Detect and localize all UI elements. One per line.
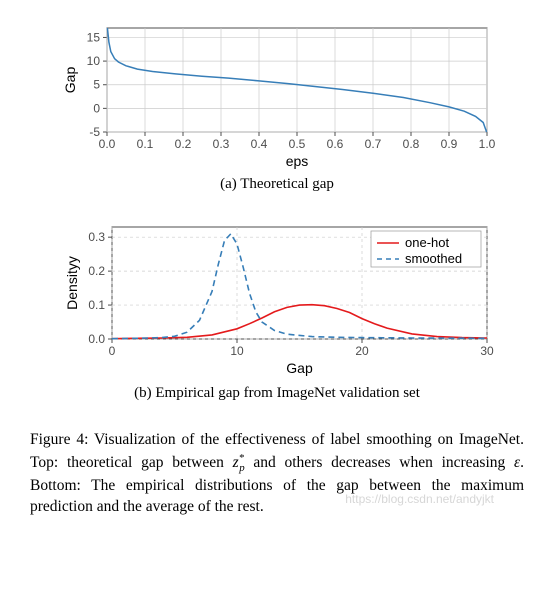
svg-text:0.3: 0.3: [88, 230, 105, 244]
svg-text:0.6: 0.6: [327, 137, 344, 151]
svg-text:0.7: 0.7: [365, 137, 382, 151]
svg-text:smoothed: smoothed: [405, 251, 462, 266]
caption-body-2: and others decreases when increasing: [245, 454, 514, 471]
caption-prefix: Figure 4:: [30, 431, 88, 448]
chart-b-svg: 0.0 0.1 0.2 0.3 0 10 20 30 Gap Densityy one-hotsmo…: [57, 219, 497, 379]
chart-b-wrap: 0.0 0.1 0.2 0.3 0 10 20 30 Gap Densityy one-hotsmo…: [30, 219, 524, 420]
chart-a-wrap: -50510150.00.10.20.30.40.50.60.70.80.91.…: [30, 20, 524, 211]
svg-text:0.0: 0.0: [88, 332, 105, 346]
svg-text:0.5: 0.5: [289, 137, 306, 151]
svg-text:Gap: Gap: [286, 360, 313, 376]
svg-text:0.8: 0.8: [403, 137, 420, 151]
chart-b-subcaption: (b) Empirical gap from ImageNet validati…: [134, 385, 420, 402]
svg-text:20: 20: [355, 344, 369, 358]
svg-text:0.2: 0.2: [175, 137, 192, 151]
chart-a-svg: -50510150.00.10.20.30.40.50.60.70.80.91.…: [57, 20, 497, 170]
svg-text:0.1: 0.1: [137, 137, 154, 151]
svg-text:0.1: 0.1: [88, 298, 105, 312]
svg-text:0: 0: [109, 344, 116, 358]
svg-text:0.0: 0.0: [99, 137, 116, 151]
svg-text:15: 15: [87, 30, 101, 44]
svg-text:one-hot: one-hot: [405, 235, 449, 250]
svg-text:10: 10: [87, 54, 101, 68]
svg-text:5: 5: [93, 78, 100, 92]
svg-text:0: 0: [93, 101, 100, 115]
svg-text:0.4: 0.4: [251, 137, 268, 151]
svg-text:Densityy: Densityy: [64, 256, 80, 310]
svg-text:10: 10: [230, 344, 244, 358]
svg-text:0.2: 0.2: [88, 264, 105, 278]
chart-a-subcaption: (a) Theoretical gap: [220, 176, 334, 193]
svg-text:Gap: Gap: [62, 67, 78, 94]
svg-text:30: 30: [480, 344, 494, 358]
svg-text:1.0: 1.0: [479, 137, 496, 151]
svg-text:0.3: 0.3: [213, 137, 230, 151]
svg-text:0.9: 0.9: [441, 137, 458, 151]
svg-text:eps: eps: [286, 153, 309, 169]
figure-caption: Figure 4: Visualization of the effective…: [30, 430, 524, 518]
